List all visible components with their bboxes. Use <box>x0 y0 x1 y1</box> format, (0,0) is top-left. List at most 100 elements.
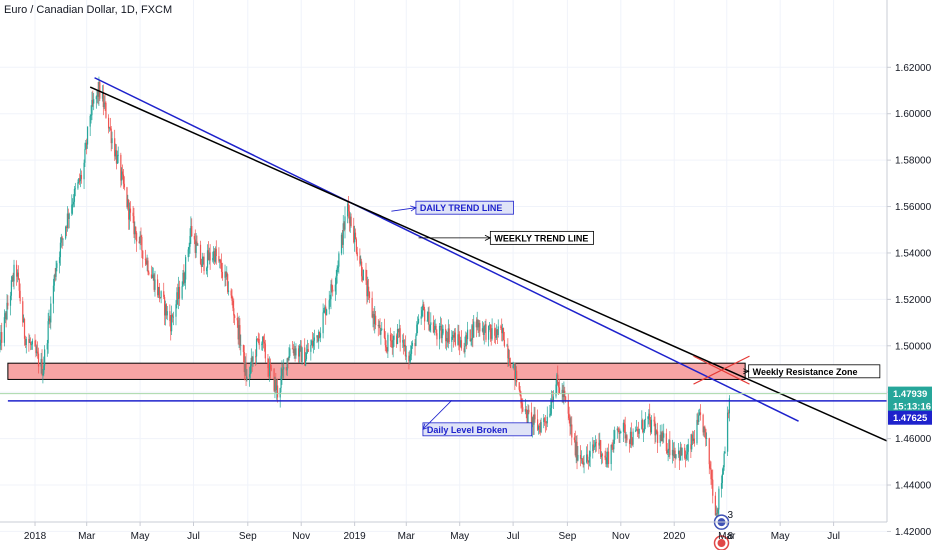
candle <box>447 319 449 349</box>
candle-body <box>65 226 68 229</box>
candle-body <box>716 513 718 514</box>
candle-body <box>588 456 590 463</box>
candle <box>593 440 596 450</box>
candle-body <box>524 409 526 412</box>
candle <box>219 259 221 269</box>
candle-body <box>675 454 677 458</box>
candle-body <box>660 434 662 441</box>
candle <box>635 420 638 431</box>
annotations: DAILY TREND LINE WEEKLY TREND LINE Weekly … <box>391 200 881 437</box>
candle <box>426 311 428 322</box>
candle-body <box>397 328 400 333</box>
candle-body <box>142 250 144 259</box>
candle <box>669 431 671 460</box>
candle <box>71 194 73 216</box>
candle-body <box>594 442 597 447</box>
candle-body <box>490 332 492 339</box>
candle-body <box>135 232 138 242</box>
candle <box>139 231 141 250</box>
candle <box>67 208 69 229</box>
candle-body <box>95 96 97 100</box>
candle <box>178 276 180 310</box>
candle-body <box>668 440 670 451</box>
candle <box>86 138 88 155</box>
candle-body <box>452 335 455 338</box>
candle-body <box>62 238 64 240</box>
candle-body <box>73 189 76 202</box>
candle-body <box>463 348 465 352</box>
candle-body <box>245 363 247 380</box>
candle <box>238 315 240 348</box>
candle <box>654 416 656 444</box>
candle <box>159 296 161 299</box>
candle-body <box>417 318 420 324</box>
candle-body <box>644 418 646 420</box>
candle-body <box>7 302 9 306</box>
candle <box>691 433 693 453</box>
candle <box>533 406 535 435</box>
candle <box>655 423 657 443</box>
candle <box>473 315 475 338</box>
candle-body <box>430 322 432 325</box>
candle-body <box>111 138 113 144</box>
candle <box>509 357 512 369</box>
candle <box>557 365 559 386</box>
candle-body <box>616 428 618 431</box>
candle-body <box>36 351 38 354</box>
candle <box>65 225 67 240</box>
candle-body <box>641 420 643 429</box>
price-label-text: 1.47625 <box>893 413 928 424</box>
candle-body <box>436 333 438 340</box>
candle-body <box>420 316 422 319</box>
candle-body <box>121 171 124 175</box>
candle <box>422 299 424 317</box>
candle-body <box>522 407 524 412</box>
candle-body <box>80 175 83 180</box>
candle-body <box>360 261 362 264</box>
candle-body <box>601 454 604 456</box>
candle-body <box>669 440 671 456</box>
candle-body <box>396 335 398 345</box>
candle-body <box>571 424 573 438</box>
candle <box>30 337 32 351</box>
candle-body <box>699 412 702 415</box>
candle-body <box>518 382 520 390</box>
candle <box>605 447 607 468</box>
candle-body <box>527 409 529 424</box>
candle-body <box>586 454 588 463</box>
candle-body <box>459 340 462 347</box>
candle <box>433 320 435 336</box>
candle-body <box>68 213 70 220</box>
candle <box>555 380 557 399</box>
candle-body <box>635 430 637 432</box>
candle-body <box>193 236 195 240</box>
candle-body <box>473 321 475 338</box>
candle-body <box>367 286 369 297</box>
candle-body <box>577 454 579 461</box>
candle <box>209 244 211 270</box>
candle-body <box>311 340 313 345</box>
candle-body <box>212 257 214 261</box>
candle <box>301 346 303 365</box>
candle-body <box>60 237 62 243</box>
candle <box>494 327 497 345</box>
candle-body <box>605 457 607 465</box>
candle-body <box>319 331 321 338</box>
candle-body <box>291 348 294 350</box>
candle-body <box>625 435 627 439</box>
candle-body <box>208 252 210 260</box>
candle-body <box>589 451 591 457</box>
candle <box>37 341 39 359</box>
candle <box>435 323 437 336</box>
candle <box>275 372 277 393</box>
candle <box>663 423 665 443</box>
candle <box>292 344 294 356</box>
candle-body <box>647 416 649 419</box>
candle <box>123 176 125 191</box>
candle <box>586 444 589 465</box>
candle <box>114 143 117 160</box>
candle <box>502 327 505 341</box>
candle <box>546 406 548 428</box>
candle <box>396 333 398 348</box>
